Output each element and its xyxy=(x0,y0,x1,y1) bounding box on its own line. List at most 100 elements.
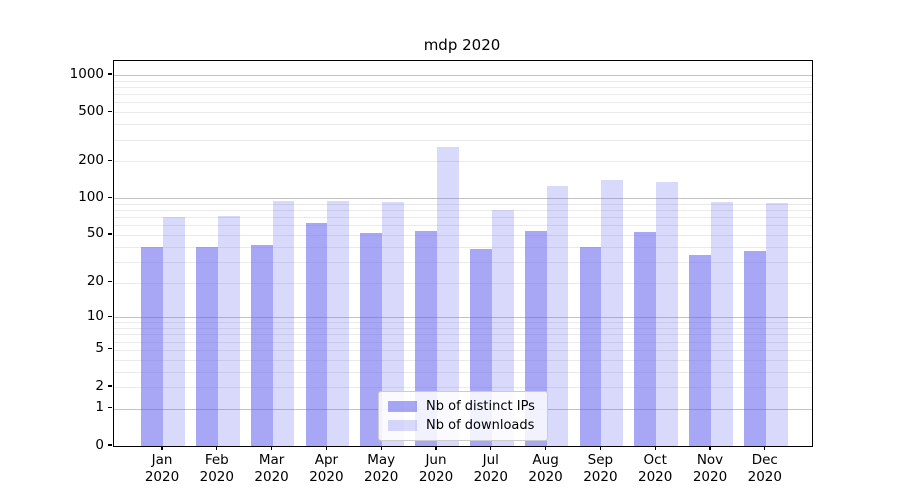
x-tick-mark xyxy=(764,446,766,450)
x-tick-year: 2020 xyxy=(418,469,454,485)
gridline-minor xyxy=(114,328,812,329)
bar-downloads-feb xyxy=(217,216,240,446)
bar-distinct-ips-mar xyxy=(250,245,273,446)
x-tick-mark xyxy=(490,446,492,450)
plot-area xyxy=(113,60,813,447)
legend-label: Nb of downloads xyxy=(426,418,535,433)
gridline-major xyxy=(114,317,812,319)
y-tick-label: 10 xyxy=(86,307,104,324)
x-tick-mark xyxy=(435,446,437,450)
gridline-minor xyxy=(114,87,812,88)
gridline-minor xyxy=(114,124,812,126)
x-tick-label-mar: Mar 2020 xyxy=(244,452,300,486)
gridline-minor xyxy=(114,349,812,351)
x-tick-label-jun: Jun 2020 xyxy=(408,452,464,486)
legend-swatch-icon xyxy=(388,420,417,431)
gridline-minor xyxy=(114,94,812,96)
x-tick-mark xyxy=(599,446,602,450)
x-tick-label-may: May 2020 xyxy=(353,452,409,486)
x-tick-month: May xyxy=(367,452,396,468)
x-tick-year: 2020 xyxy=(309,469,344,485)
chart-title: mdp 2020 xyxy=(423,36,501,54)
y-tick-label: 2 xyxy=(95,377,104,394)
y-tick-label: 20 xyxy=(86,273,104,289)
x-tick-month: Sep xyxy=(587,452,614,468)
gridline-minor xyxy=(114,203,812,205)
x-tick-year: 2020 xyxy=(364,469,399,485)
y-tick-mark xyxy=(108,159,112,161)
gridline-major xyxy=(114,198,812,200)
bar-downloads-may xyxy=(382,201,405,446)
bar-distinct-ips-oct xyxy=(634,231,657,446)
y-tick-label: 500 xyxy=(78,102,104,119)
x-tick-label-dec: Dec 2020 xyxy=(737,452,793,486)
y-tick-mark xyxy=(108,407,112,409)
x-tick-label-feb: Feb 2020 xyxy=(189,452,245,486)
bar-downloads-aug xyxy=(546,186,569,446)
gridline-minor xyxy=(114,234,812,236)
x-tick-year: 2020 xyxy=(638,469,673,485)
gridline-minor xyxy=(114,161,812,163)
legend-item-distinct-ips: Nb of distinct IPs xyxy=(388,397,538,416)
x-tick-year: 2020 xyxy=(144,469,180,485)
gridline-minor xyxy=(114,322,812,324)
y-tick-mark xyxy=(108,315,112,317)
bar-distinct-ips-feb xyxy=(195,246,218,446)
x-tick-label-jan: Jan 2020 xyxy=(134,452,190,486)
x-tick-mark xyxy=(270,446,273,450)
x-tick-mark xyxy=(380,446,382,450)
x-tick-year: 2020 xyxy=(254,469,289,485)
gridline-minor xyxy=(114,282,812,284)
x-tick-label-oct: Oct 2020 xyxy=(627,452,683,486)
y-tick-label: 50 xyxy=(86,225,104,242)
y-tick-mark xyxy=(108,110,112,112)
gridline-minor xyxy=(114,225,812,227)
gridline-minor xyxy=(114,341,812,343)
x-tick-month: Jan xyxy=(151,452,173,468)
bar-downloads-nov xyxy=(711,202,733,446)
x-tick-year: 2020 xyxy=(528,469,563,485)
x-tick-month: Jun xyxy=(425,452,447,468)
y-tick-label: 5 xyxy=(95,340,104,357)
gridline-minor xyxy=(114,246,812,248)
x-tick-month: Mar xyxy=(258,452,285,468)
y-tick-label: 200 xyxy=(78,151,104,168)
y-tick-label: 0 xyxy=(95,436,104,453)
y-tick-label: 100 xyxy=(78,188,104,205)
bar-distinct-ips-apr xyxy=(305,222,328,446)
x-tick-month: Nov xyxy=(696,452,724,468)
y-tick-mark xyxy=(108,280,112,283)
gridline-minor xyxy=(114,261,812,263)
x-tick-mark xyxy=(654,446,656,450)
x-tick-label-aug: Aug 2020 xyxy=(518,452,574,486)
x-tick-label-jul: Jul 2020 xyxy=(463,452,519,486)
legend: Nb of distinct IPs Nb of downloads xyxy=(378,391,548,441)
x-tick-year: 2020 xyxy=(583,469,618,485)
gridline-minor xyxy=(114,371,812,373)
x-tick-month: Jul xyxy=(482,452,499,468)
bar-downloads-jun xyxy=(437,147,459,446)
x-tick-year: 2020 xyxy=(473,469,508,485)
gridline-minor xyxy=(114,80,812,82)
x-tick-label-sep: Sep 2020 xyxy=(572,452,628,486)
x-tick-month: Oct xyxy=(643,452,667,468)
gridline-minor xyxy=(114,334,812,336)
y-tick-mark xyxy=(108,444,112,446)
x-tick-label-nov: Nov 2020 xyxy=(682,452,738,486)
x-tick-mark xyxy=(544,446,547,450)
gridline-minor xyxy=(114,139,812,141)
bar-downloads-jul xyxy=(491,210,514,446)
x-tick-year: 2020 xyxy=(692,469,728,485)
gridline-minor xyxy=(114,112,812,114)
bar-distinct-ips-sep xyxy=(579,246,602,446)
x-tick-label-apr: Apr 2020 xyxy=(298,452,354,486)
bar-downloads-apr xyxy=(327,200,350,446)
x-tick-month: Dec xyxy=(751,452,778,468)
x-tick-mark xyxy=(709,446,711,450)
bar-downloads-dec xyxy=(765,203,788,446)
legend-swatch-icon xyxy=(388,401,417,412)
y-tick-mark xyxy=(108,385,112,387)
bar-downloads-sep xyxy=(601,180,624,446)
gridline-minor xyxy=(114,359,812,361)
